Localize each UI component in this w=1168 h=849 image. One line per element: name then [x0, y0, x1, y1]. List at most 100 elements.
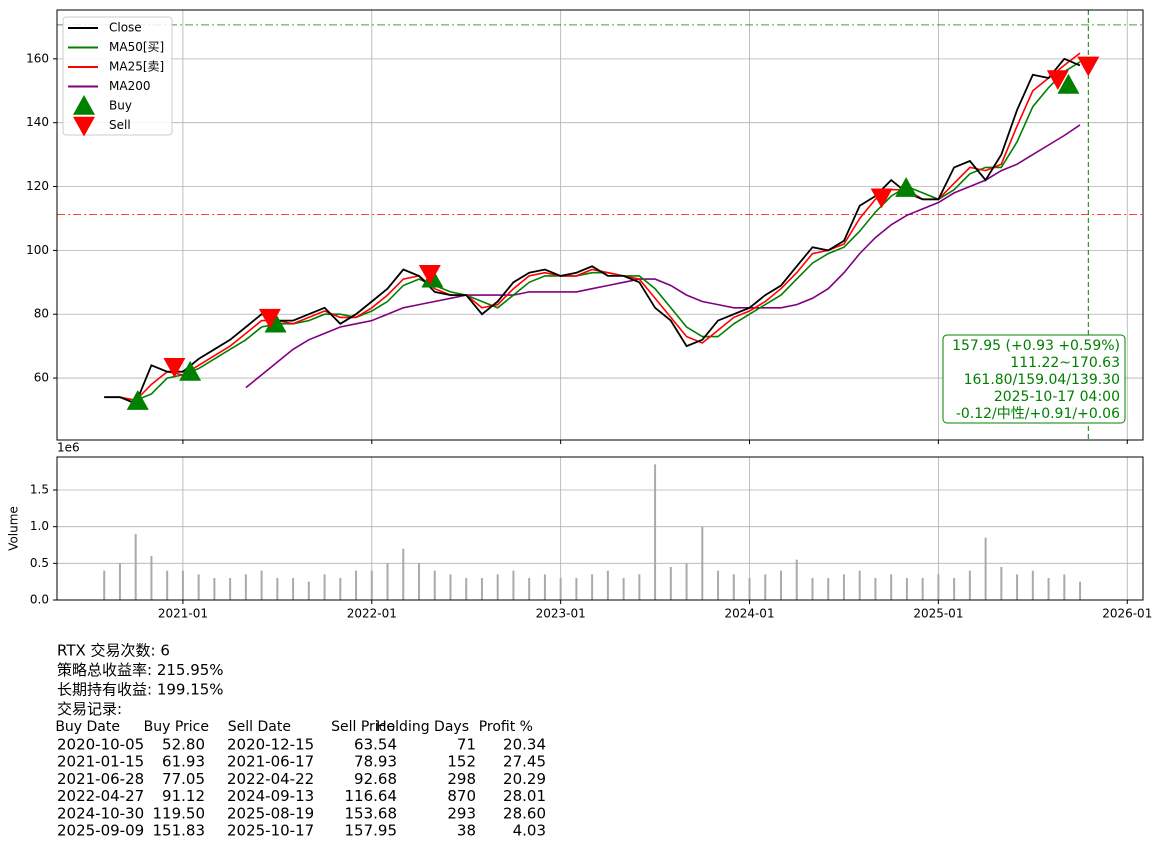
y-tick-label: 100	[26, 243, 49, 257]
report-line: 策略总收益率: 215.95%	[57, 661, 224, 679]
volume-bar	[512, 570, 515, 600]
x-tick-label: 2024-01	[724, 607, 774, 621]
table-header: Profit %	[479, 719, 533, 735]
table-header: Buy Price	[144, 719, 209, 735]
volume-bar	[748, 578, 751, 600]
volume-bar	[622, 578, 625, 600]
volume-bar	[984, 537, 987, 600]
y-axis-label: Volume	[7, 506, 21, 551]
x-tick-label: 2023-01	[536, 607, 586, 621]
x-tick-label: 2022-01	[347, 607, 397, 621]
volume-bar	[638, 574, 641, 600]
table-cell: 151.83	[153, 822, 206, 840]
x-tick-label: 2025-01	[913, 607, 963, 621]
table-cell: 2024-10-30	[57, 804, 144, 822]
trade-marker	[1077, 56, 1100, 77]
table-cell: 2022-04-22	[227, 770, 314, 788]
table-cell: 298	[447, 770, 476, 788]
volume-bar	[244, 574, 247, 600]
table-header: Sell Date	[228, 719, 291, 735]
table-cell: 2021-06-17	[227, 753, 314, 771]
volume-bar	[1047, 578, 1050, 600]
volume-bar	[890, 574, 893, 600]
table-cell: 28.01	[503, 787, 546, 805]
report-line: 交易记录:	[57, 700, 122, 718]
trade-marker	[258, 308, 281, 329]
volume-bar	[669, 567, 672, 600]
table-cell: 293	[447, 804, 476, 822]
table-cell: 20.29	[503, 770, 546, 788]
legend-swatch	[73, 116, 95, 137]
volume-bar	[386, 563, 389, 600]
volume-bar	[433, 570, 436, 600]
table-cell: 153.68	[345, 804, 398, 822]
trade-marker	[1046, 70, 1069, 91]
table-cell: 20.34	[503, 736, 546, 754]
trade-marker	[895, 177, 918, 197]
volume-bar	[449, 574, 452, 600]
legend-swatch	[73, 95, 95, 115]
volume-bar	[197, 574, 200, 600]
volume-bar	[1063, 574, 1066, 600]
annotation-text: 161.80/159.04/139.30	[964, 372, 1120, 388]
volume-bar	[370, 570, 373, 600]
table-cell: 91.12	[162, 787, 205, 805]
volume-bar	[874, 578, 877, 600]
report-line: 长期持有收益: 199.15%	[57, 681, 224, 699]
price-line	[104, 57, 1081, 405]
volume-bar	[292, 578, 295, 600]
volume-bar	[780, 570, 782, 600]
volume-bar	[166, 570, 169, 600]
x-tick-label: 2026-01	[1102, 607, 1152, 621]
volume-bar	[1079, 581, 1082, 600]
table-cell: 2020-10-05	[57, 736, 144, 754]
table-cell: 52.80	[162, 736, 205, 754]
volume-bar	[118, 563, 121, 600]
table-cell: 152	[447, 753, 476, 771]
table-cell: 2024-09-13	[227, 787, 314, 805]
volume-bar	[528, 578, 531, 600]
volume-bar	[418, 563, 420, 600]
table-cell: 92.68	[354, 770, 397, 788]
y-tick-label: 60	[34, 371, 49, 385]
table-cell: 61.93	[162, 753, 205, 771]
annotation-text: -0.12/中性/+0.91/+0.06	[956, 406, 1120, 422]
legend-label: Close	[109, 21, 142, 35]
y-tick-label: 0.5	[30, 556, 49, 570]
volume-bar	[764, 574, 767, 600]
price-line	[245, 124, 1081, 389]
annotation-text: 157.95 (+0.93 +0.59%)	[952, 338, 1120, 354]
volume-bar	[937, 574, 940, 600]
price-line	[104, 52, 1081, 402]
volume-bar	[339, 578, 342, 600]
annotation-box	[942, 334, 1126, 424]
x-tick-label: 2021-01	[158, 607, 208, 621]
volume-bar	[795, 559, 798, 600]
volume-bar	[701, 526, 704, 600]
volume-bar	[103, 570, 106, 600]
volume-bar	[827, 578, 830, 600]
table-cell: 870	[447, 787, 476, 805]
volume-bar	[591, 574, 594, 600]
volume-bar	[323, 574, 326, 600]
y-tick-label: 140	[26, 115, 49, 129]
volume-bar	[307, 581, 310, 600]
volume-bar	[150, 556, 153, 600]
table-header: Holding Days	[376, 719, 469, 735]
volume-bar	[1000, 567, 1003, 600]
volume-bar	[402, 548, 405, 600]
table-cell: 38	[457, 822, 476, 840]
y-tick-label: 160	[26, 51, 49, 65]
volume-bar	[260, 570, 263, 600]
annotation-text: 2025-10-17 04:00	[994, 389, 1120, 405]
legend-label: MA50[买]	[109, 40, 164, 54]
legend-label: Buy	[109, 99, 132, 113]
trade-marker	[1057, 73, 1080, 94]
volume-bar	[496, 574, 499, 600]
volume-bar	[559, 578, 562, 600]
table-cell: 2021-06-28	[57, 770, 144, 788]
trade-marker	[870, 188, 893, 209]
y-tick-label: 80	[34, 307, 49, 321]
table-cell: 2025-08-19	[227, 804, 314, 822]
table-cell: 119.50	[153, 804, 206, 822]
